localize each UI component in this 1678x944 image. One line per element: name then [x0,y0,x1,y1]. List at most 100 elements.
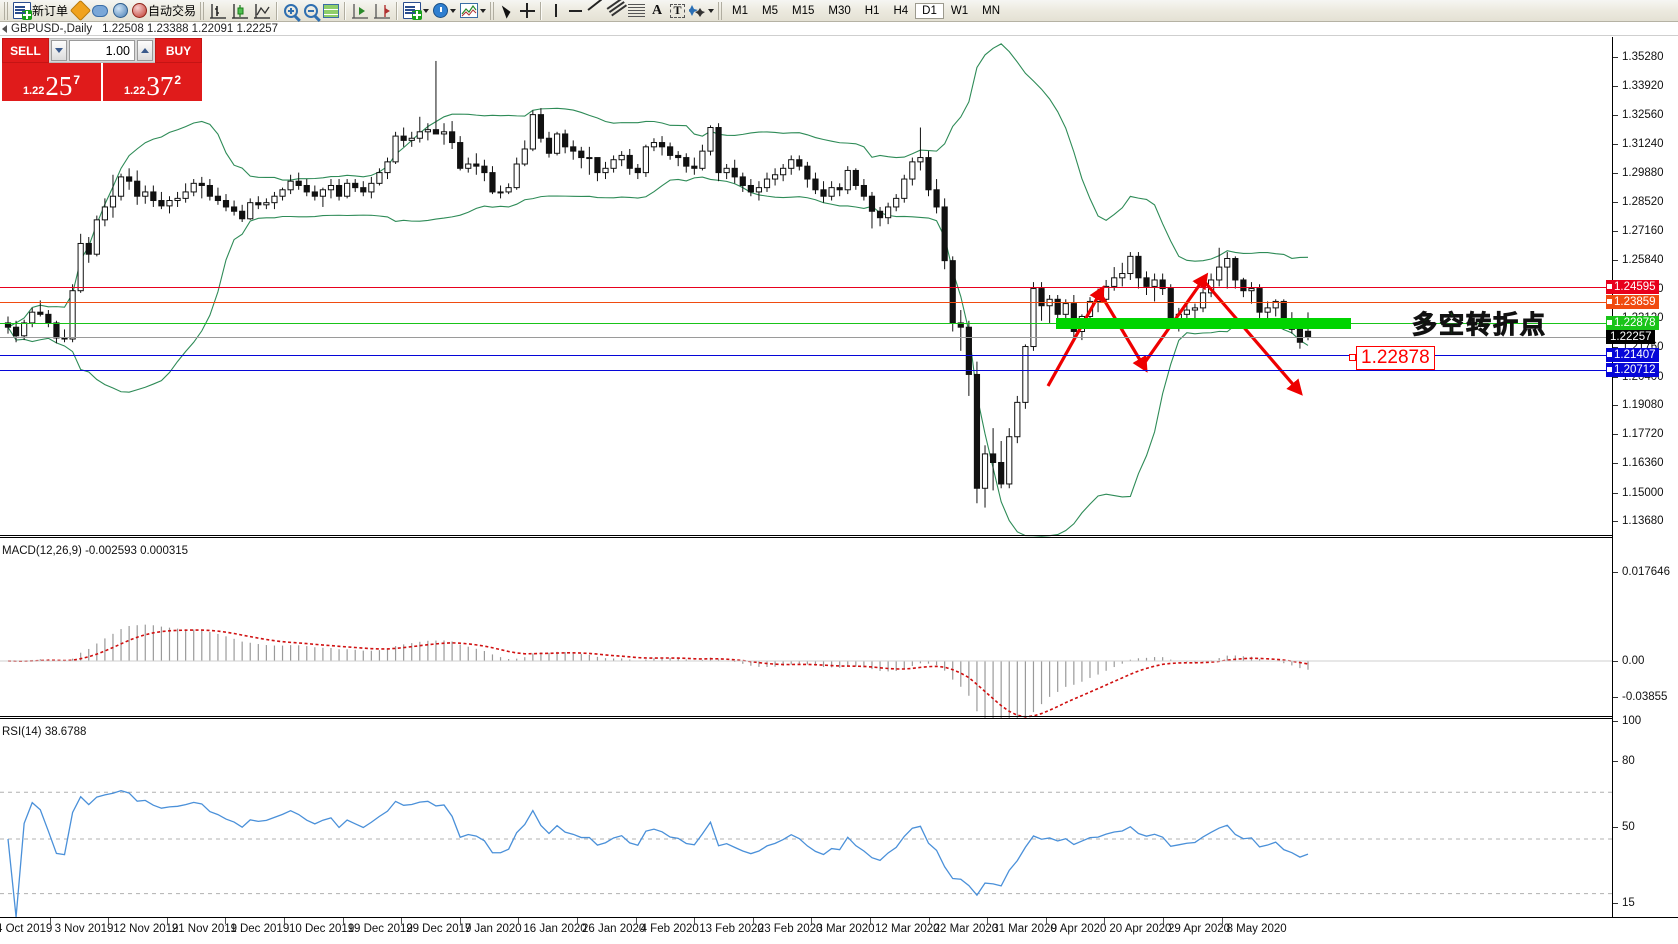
globe-button[interactable] [110,1,130,21]
chart-shift-button[interactable] [371,1,393,21]
zoom-in-icon [284,3,299,18]
price-tag-handle[interactable] [1606,319,1613,327]
timeframe-d1[interactable]: D1 [915,2,944,19]
price-tick: 1.31240 [1613,138,1664,150]
cloud-icon [92,4,109,17]
date-label: 1 Dec 2019 [225,918,290,935]
price-level-line-1-20712[interactable] [0,369,1612,371]
price-level-line-1-23859[interactable] [0,302,1612,304]
volume-increase-button[interactable] [137,40,153,61]
new-order-button[interactable]: 新订单 [11,1,70,21]
volume-decrease-button[interactable] [51,40,67,61]
indicators-caret-icon[interactable] [423,8,430,13]
tile-windows-button[interactable] [321,1,341,21]
macd-pane[interactable] [0,538,1612,735]
price-level-line-1-21407[interactable] [0,354,1612,356]
buy-button[interactable]: BUY [155,38,202,63]
algo-diamond-button[interactable] [69,0,91,22]
chart-area[interactable]: MACD(12,26,9) -0.002593 0.000315 RSI(14)… [0,37,1678,935]
line-chart-button[interactable] [251,1,273,21]
crosshair-button[interactable] [517,1,537,21]
tile-windows-icon [323,3,340,18]
autotrading-icon [132,3,148,18]
date-label: 29 Apr 2020 [1162,918,1231,935]
vertical-line-button[interactable] [545,1,565,21]
cursor-button[interactable] [497,1,517,21]
indicators-button[interactable] [401,1,431,21]
text-label-button[interactable] [667,1,687,21]
price-tag-resistance[interactable]: 1.24595 [1606,279,1659,294]
toolbar-grip-2[interactable] [200,1,206,20]
date-label: 23 Feb 2020 [752,918,823,935]
price-tag-support[interactable]: 1.20712 [1606,362,1659,377]
sell-price-display[interactable]: 1.22 25 7 [2,63,101,101]
date-label: 21 Nov 2019 [166,918,238,935]
timeframe-m5[interactable]: M5 [762,4,778,17]
autotrading-button[interactable]: 自动交易 [130,1,198,21]
toolbar-grip[interactable] [4,1,9,20]
timeframe-h1[interactable]: H1 [864,4,880,17]
fibonacci-button[interactable] [626,1,647,21]
price-axis[interactable]: 1.35280 1.33920 1.32560 1.31240 1.29880 1.285… [1606,37,1678,935]
periods-caret-icon[interactable] [450,8,457,13]
trendline-button[interactable] [585,1,605,21]
auto-scroll-button[interactable] [349,1,371,21]
timeframe-m30[interactable]: M30 [828,4,851,17]
templates-button[interactable] [458,1,488,21]
volume-input[interactable]: 1.00 [69,40,135,61]
diamond-icon [69,0,91,22]
price-tag-pivot[interactable]: 1.22878 [1606,316,1659,331]
date-label: 12 Nov 2019 [108,918,179,935]
buy-price-display[interactable]: 1.22 37 2 [103,63,202,101]
timeframe-h4[interactable]: H4 [893,4,909,17]
price-tag-bid[interactable]: 1.22257 [1606,329,1655,344]
rsi-canvas [0,790,1612,918]
timeframe-w1[interactable]: W1 [950,4,969,17]
bar-chart-button[interactable] [207,1,229,21]
rsi-pane[interactable] [0,719,1612,918]
price-tag-handle[interactable] [1606,365,1613,373]
toolbar-grip-4[interactable] [718,1,724,20]
price-level-line-1-22878[interactable] [0,323,1612,325]
price-tag-resistance[interactable]: 1.23859 [1606,295,1659,310]
clock-icon [433,3,449,18]
shapes-button[interactable] [687,1,716,21]
price-tag-handle[interactable] [1606,350,1613,358]
channel-icon [607,3,624,18]
price-level-line-1-24595[interactable] [0,286,1612,288]
sell-button[interactable]: SELL [2,38,49,63]
annotation-handle[interactable] [1349,354,1356,361]
price-tag-handle[interactable] [1606,298,1613,306]
collapse-arrow-icon[interactable] [2,24,7,33]
zoom-in-button[interactable] [281,1,301,21]
horizontal-line-button[interactable] [565,1,585,21]
price-pane[interactable] [0,37,1612,537]
toolbar-grip-3[interactable] [490,1,496,20]
candlestick-chart-button[interactable] [229,1,251,21]
equidistant-channel-button[interactable] [605,1,626,21]
price-tick: 1.19080 [1613,399,1664,411]
cloud-button[interactable] [90,1,110,21]
price-tick: 1.13680 [1613,515,1664,527]
price-tag-support[interactable]: 1.21407 [1606,347,1659,362]
date-axis[interactable]: 4 Oct 2019 3 Nov 2019 12 Nov 2019 21 Nov 20… [0,917,1678,944]
bid-price-line [0,336,1612,338]
text-button[interactable]: A [647,1,667,21]
date-label: 3 Mar 2020 [811,918,875,935]
indicators-icon [403,2,423,20]
shapes-caret-icon[interactable] [708,8,715,13]
timeframe-mn[interactable]: MN [982,4,1000,17]
templates-caret-icon[interactable] [480,8,487,13]
new-order-icon [13,2,32,20]
timeframe-m1[interactable]: M1 [732,4,749,17]
new-order-label: 新订单 [32,4,69,18]
vertical-line-icon [548,3,563,18]
timeframe-m15[interactable]: M15 [792,4,815,17]
zoom-out-button[interactable] [301,1,321,21]
price-tag-value: 1.24595 [1614,280,1656,293]
periods-button[interactable] [431,1,458,21]
main-toolbar: 新订单 自动交易 [0,0,1678,22]
crosshair-icon [519,3,535,18]
price-tag-value: 1.21407 [1614,348,1656,361]
price-tag-handle[interactable] [1606,282,1613,290]
